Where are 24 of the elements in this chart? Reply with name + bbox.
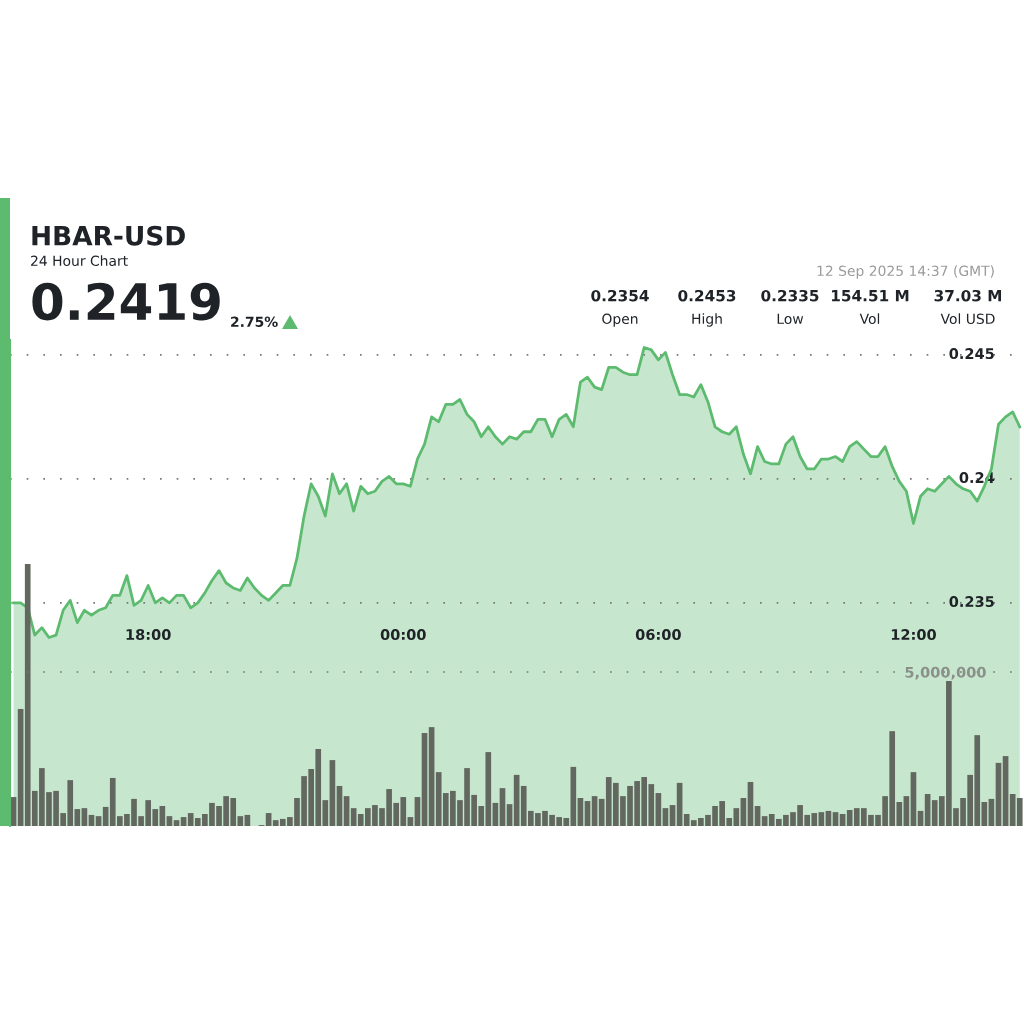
text: Vol — [859, 313, 880, 325]
x-tick-label: 12:00 — [891, 629, 936, 641]
y-tick-label: 0.245 — [949, 348, 994, 360]
text: 0.2453 — [678, 289, 736, 302]
x-tick-label: 18:00 — [126, 629, 171, 641]
y-tick-label: 0.235 — [949, 596, 994, 608]
text: Open — [602, 313, 638, 327]
bar — [1016, 797, 1023, 826]
chart-subtitle: 24 Hour Chart — [31, 255, 128, 267]
text: 37.03 M — [934, 289, 1002, 302]
text: 0.2335 — [761, 289, 819, 302]
text: 12 Sep 2025 14:37 (GMT) — [817, 265, 994, 279]
text: 0.2354 — [591, 289, 649, 302]
x-tick-label: 00:00 — [380, 629, 426, 641]
text: High — [692, 313, 722, 327]
text: 2.75% — [231, 316, 278, 328]
y2-tick-label: 5,000,000 — [905, 666, 986, 680]
x-tick-label: 06:00 — [635, 629, 681, 641]
text: 154.51 M — [831, 290, 909, 302]
bar — [173, 820, 180, 826]
chart-title: HBAR-USD — [32, 225, 185, 246]
text: 0.2419 — [32, 282, 220, 321]
text: Vol USD — [940, 313, 995, 325]
text: Low — [777, 313, 804, 325]
